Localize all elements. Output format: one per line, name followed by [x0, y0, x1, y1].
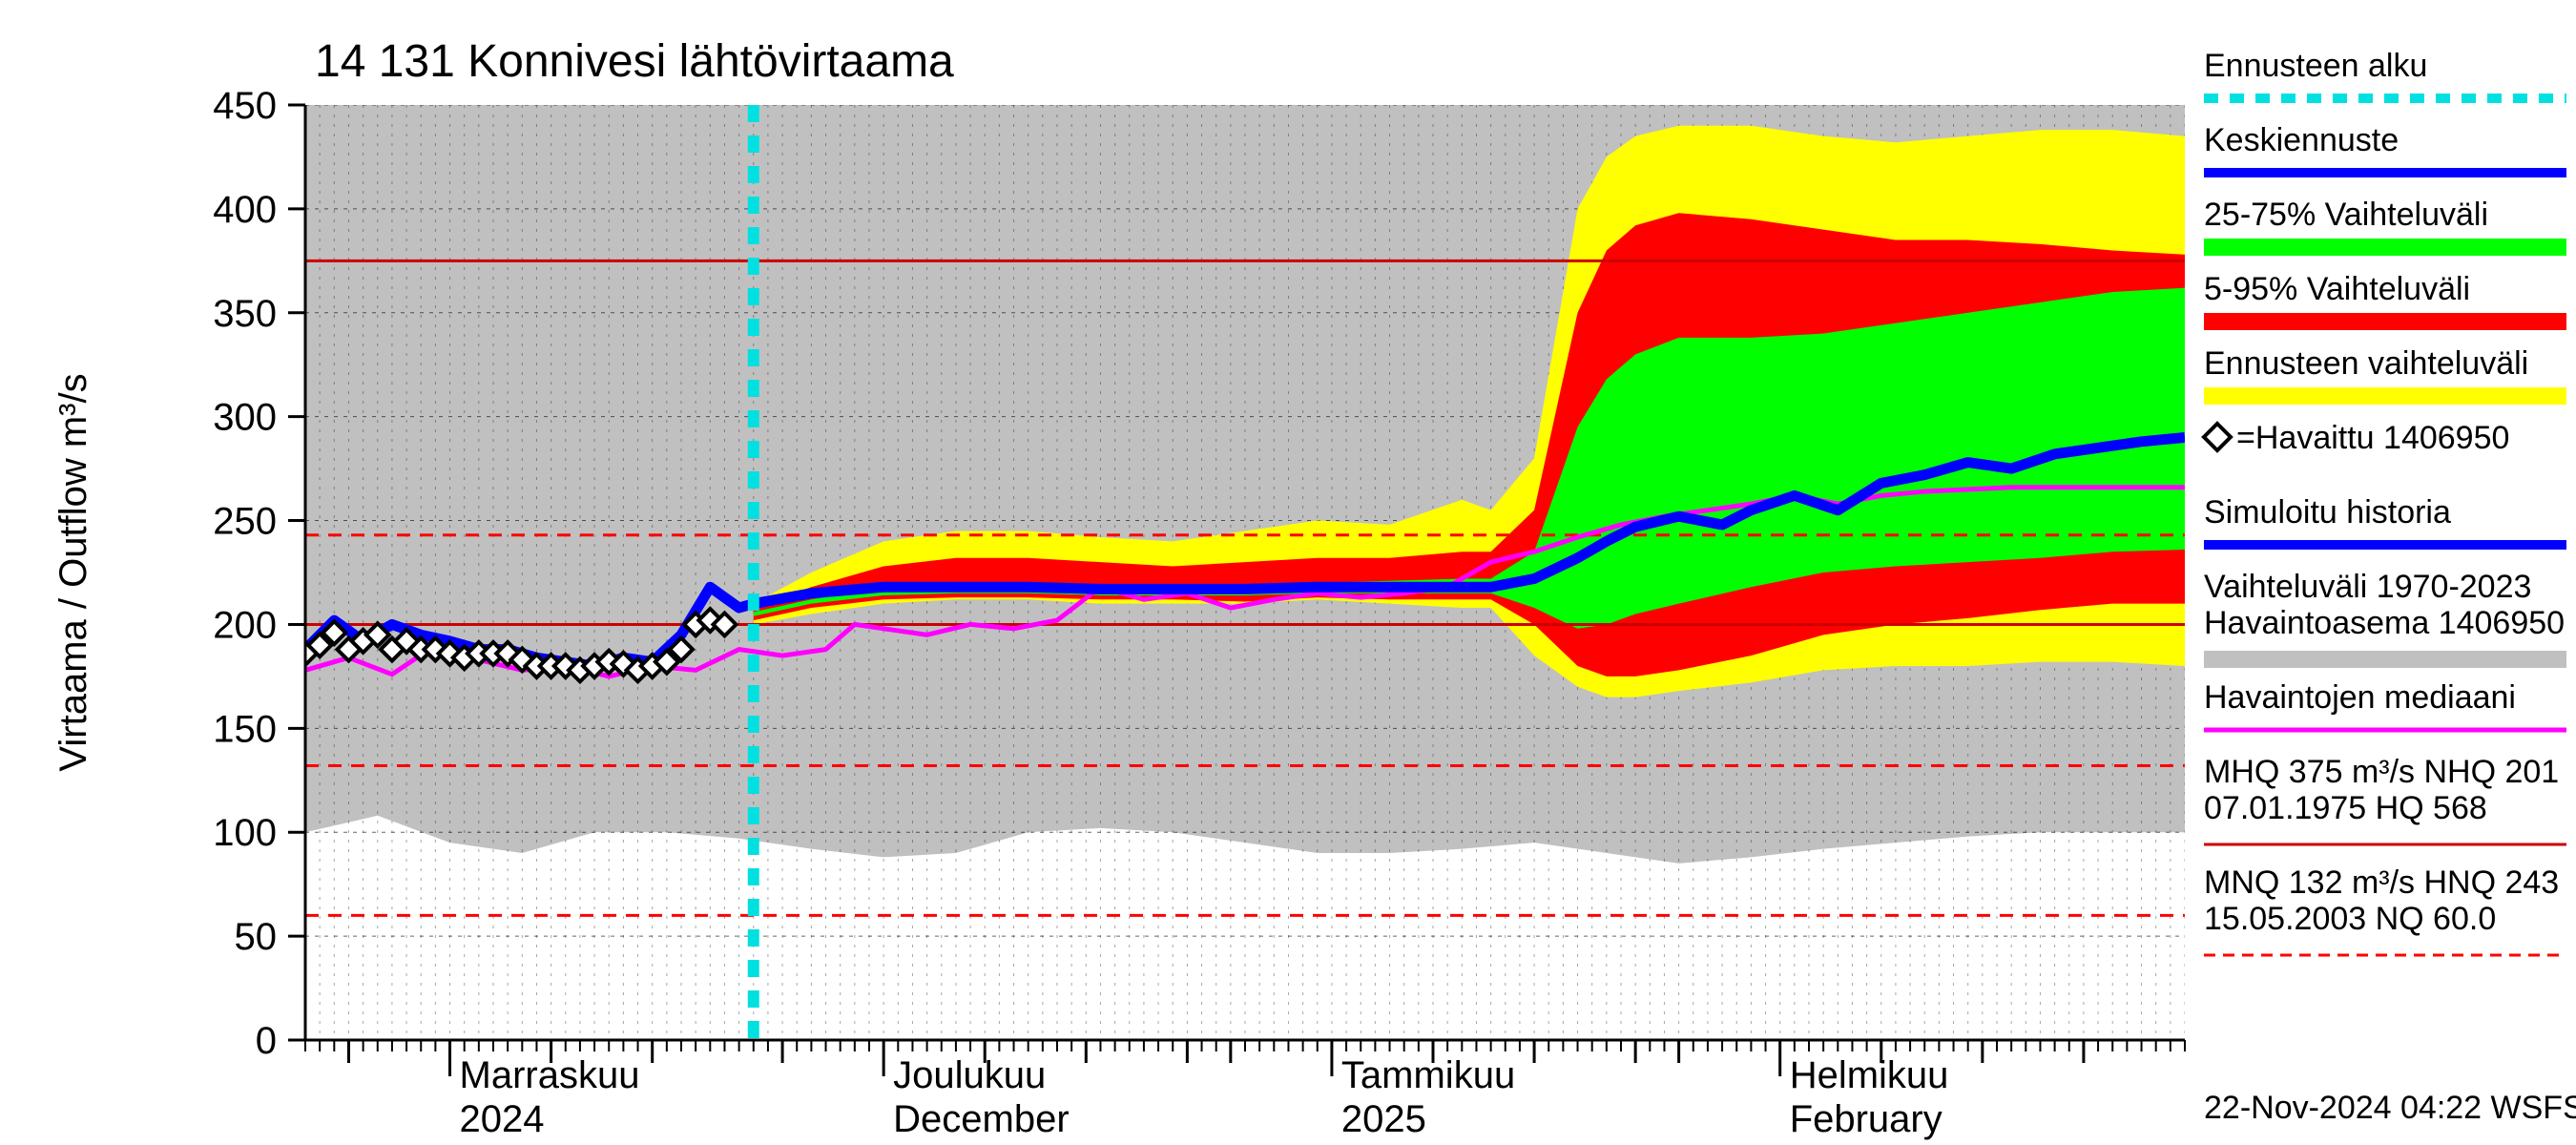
legend-swatch	[2204, 387, 2566, 405]
hydrograph-chart: 0 50 100 150 200 250 300 350 400 450 Virtaama / Ou…	[0, 0, 2576, 1145]
x-month-label2: December	[893, 1098, 1070, 1140]
x-month-label2: February	[1790, 1098, 1942, 1140]
chart-footer: 22-Nov-2024 04:22 WSFS-O	[2204, 1090, 2576, 1126]
y-tick-label: 300	[213, 397, 277, 439]
y-tick-label: 350	[213, 293, 277, 335]
legend-label: Ennusteen alku	[2204, 48, 2427, 84]
chart-svg: 0 50 100 150 200 250 300 350 400 450 Virtaama / Ou…	[0, 0, 2576, 1145]
page-title: 14 131 Konnivesi lähtövirtaama	[315, 36, 954, 87]
legend-swatch	[2204, 239, 2566, 256]
x-month-label: Helmikuu	[1790, 1054, 1949, 1096]
legend-label: Havaintoasema 1406950	[2204, 605, 2565, 641]
y-tick-label: 0	[256, 1020, 277, 1062]
x-month-label: Marraskuu	[460, 1054, 640, 1096]
y-tick-label: 200	[213, 604, 277, 646]
y-tick-label: 400	[213, 189, 277, 231]
y-tick-label: 100	[213, 812, 277, 854]
x-month-label2: 2024	[460, 1098, 545, 1140]
legend-label: =Havaittu 1406950	[2236, 420, 2509, 456]
y-tick-label: 50	[235, 916, 278, 958]
x-month-label: Tammikuu	[1341, 1054, 1515, 1096]
y-tick-label: 150	[213, 708, 277, 750]
x-month-label: Joulukuu	[893, 1054, 1046, 1096]
legend-label: Ennusteen vaihteluväli	[2204, 345, 2528, 382]
legend-label: 07.01.1975 HQ 568	[2204, 790, 2487, 826]
legend-label: Vaihteluväli 1970-2023	[2204, 569, 2531, 605]
y-axis-label: Virtaama / Outflow m³/s	[52, 373, 94, 771]
legend-label: Keskiennuste	[2204, 122, 2399, 158]
legend-label: Havaintojen mediaani	[2204, 679, 2516, 716]
x-month-label2: 2025	[1341, 1098, 1426, 1140]
y-tick-label: 450	[213, 85, 277, 127]
legend-label: 15.05.2003 NQ 60.0	[2204, 901, 2496, 937]
legend-label: Simuloitu historia	[2204, 494, 2451, 531]
legend-swatch	[2204, 651, 2566, 668]
legend-swatch	[2204, 313, 2566, 330]
legend-label: MNQ 132 m³/s HNQ 243	[2204, 864, 2559, 901]
y-tick-label: 250	[213, 501, 277, 543]
legend-label: MHQ 375 m³/s NHQ 201	[2204, 754, 2559, 790]
legend-label: 25-75% Vaihteluväli	[2204, 197, 2488, 233]
legend-label: 5-95% Vaihteluväli	[2204, 271, 2470, 307]
